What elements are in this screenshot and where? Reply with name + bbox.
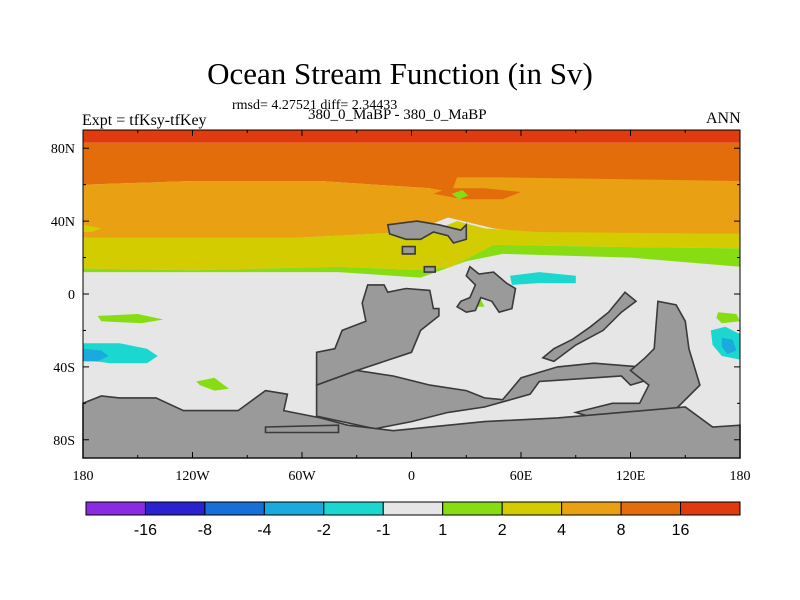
colorbar-swatch bbox=[204, 501, 265, 516]
colorbar-label: 1 bbox=[438, 522, 447, 539]
north-islet-1 bbox=[401, 245, 416, 255]
north-islet-2 bbox=[423, 265, 437, 273]
right-label: ANN bbox=[706, 110, 741, 127]
southeast-continent bbox=[572, 300, 701, 423]
x-tick-label: 120E bbox=[616, 469, 646, 484]
y-tick-label: 80S bbox=[53, 434, 75, 449]
north-yellow-region bbox=[83, 221, 740, 271]
colorbar-swatch bbox=[144, 501, 206, 516]
x-tick-label: 60W bbox=[288, 469, 316, 484]
axis-ticks: 180 120W 60W 0 60E 120E 180 80N 40N 0 40S 80S bbox=[51, 130, 751, 484]
y-tick-label: 40N bbox=[51, 215, 75, 230]
colorbar-swatch bbox=[501, 501, 563, 516]
antarctic-land bbox=[82, 389, 741, 459]
center-label: 380_0_MaBP - 380_0_MaBP bbox=[308, 107, 487, 123]
africa-continent bbox=[455, 265, 517, 314]
x-tick-label: 120W bbox=[175, 469, 210, 484]
colorbar-label: -4 bbox=[257, 522, 271, 539]
west-continent bbox=[315, 284, 440, 387]
green-blob-east-pacific bbox=[716, 312, 740, 324]
land-layer bbox=[82, 220, 741, 459]
x-tick-label: 0 bbox=[408, 469, 415, 484]
south-strip bbox=[264, 424, 340, 434]
cyan-blob-africa bbox=[510, 272, 576, 285]
colorbar-label: -8 bbox=[198, 522, 212, 539]
blue-core-southeast bbox=[721, 337, 737, 355]
colorbar-swatch bbox=[561, 501, 622, 516]
yellow-notch-west bbox=[83, 224, 102, 232]
green-blob-north bbox=[451, 190, 469, 200]
blue-core-southwest bbox=[83, 348, 109, 362]
x-tick-label: 180 bbox=[73, 469, 94, 484]
x-tick-label: 60E bbox=[510, 469, 533, 484]
green-blob-west-pacific bbox=[97, 314, 164, 324]
colorbar-swatch bbox=[620, 501, 682, 516]
y-tick-label: 80N bbox=[51, 142, 75, 157]
colorbar-swatch bbox=[85, 501, 146, 516]
colorbar-label: -16 bbox=[134, 522, 157, 539]
colorbar-label: 2 bbox=[498, 522, 507, 539]
colorbar-swatch bbox=[263, 501, 325, 516]
chart-title: Ocean Stream Function (in Sv) bbox=[207, 56, 593, 91]
north-green-band bbox=[83, 244, 740, 278]
colorbar-label: 4 bbox=[557, 522, 566, 539]
x-tick-label: 180 bbox=[730, 469, 751, 484]
colorbar-swatch bbox=[323, 501, 384, 516]
colorbar-label: -1 bbox=[376, 522, 390, 539]
colorbar-label: 8 bbox=[617, 522, 626, 539]
north-amber-region bbox=[83, 177, 740, 238]
colorbar-swatch bbox=[382, 501, 444, 516]
green-blob-south-atlantic bbox=[196, 377, 229, 391]
colorbar-swatch bbox=[442, 501, 503, 516]
colorbar: -16 -8 -4 -2 -1 1 2 4 8 16 bbox=[85, 501, 741, 539]
east-continent bbox=[541, 291, 638, 363]
y-tick-label: 0 bbox=[68, 288, 75, 303]
chart-stats: rmsd= 4.27521 diff= 2.34433 bbox=[232, 98, 398, 113]
north-continent bbox=[386, 220, 468, 244]
colorbar-label: -2 bbox=[317, 522, 331, 539]
colorbar-label: 16 bbox=[672, 522, 690, 539]
y-tick-label: 40S bbox=[53, 361, 75, 376]
left-label: Expt = tfKsy-tfKey bbox=[82, 112, 207, 129]
arctic-red-band bbox=[83, 130, 740, 143]
colorbar-swatch bbox=[680, 501, 741, 516]
